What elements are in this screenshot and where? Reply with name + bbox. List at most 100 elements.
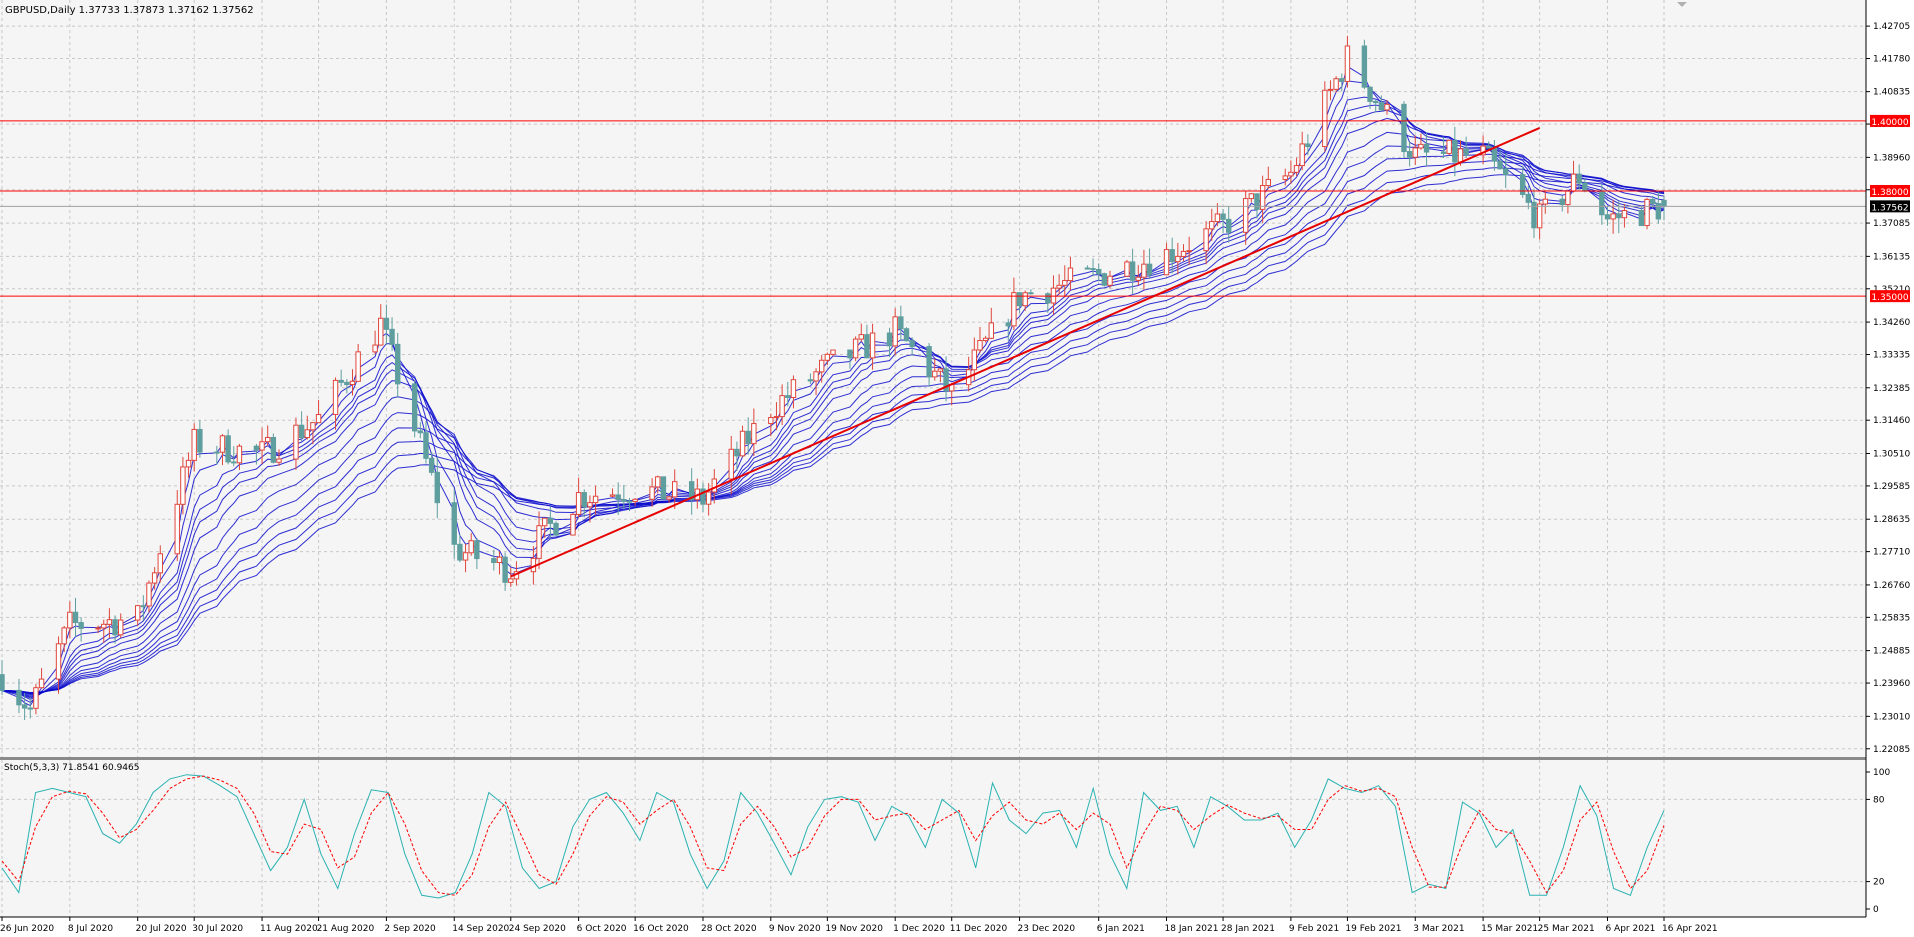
bull-candle[interactable] (310, 422, 316, 431)
bull-candle[interactable] (632, 498, 638, 503)
bull-candle[interactable] (1107, 275, 1113, 286)
bull-candle[interactable] (174, 503, 180, 555)
bull-candle[interactable] (180, 466, 186, 505)
bear-candle[interactable] (1463, 148, 1469, 156)
bull-candle[interactable] (315, 413, 322, 424)
bull-candle[interactable] (971, 349, 978, 371)
bear-candle[interactable] (1559, 198, 1565, 206)
bull-candle[interactable] (869, 332, 876, 359)
bear-candle[interactable] (27, 707, 33, 710)
bear-candle[interactable] (553, 522, 559, 536)
bear-candle[interactable] (395, 343, 401, 385)
bear-candle[interactable] (1220, 213, 1226, 220)
bull-candle[interactable] (55, 643, 62, 680)
bull-candle[interactable] (1621, 210, 1628, 219)
bear-candle[interactable] (112, 619, 118, 636)
bull-candle[interactable] (1288, 171, 1294, 177)
bull-candle[interactable] (101, 623, 107, 629)
bull-candle[interactable] (61, 627, 67, 645)
bull-candle[interactable] (1542, 198, 1548, 205)
bear-candle[interactable] (225, 435, 231, 463)
pane-separator[interactable] (0, 757, 1866, 760)
bull-candle[interactable] (609, 494, 616, 497)
bull-candle[interactable] (378, 317, 384, 346)
horizontal-levels[interactable] (0, 120, 1866, 297)
bull-candle[interactable] (332, 379, 339, 415)
bear-candle[interactable] (926, 346, 932, 378)
bull-candle[interactable] (349, 380, 356, 386)
bull-candle[interactable] (751, 423, 757, 445)
bear-candle[interactable] (1503, 168, 1509, 176)
bear-candle[interactable] (1486, 145, 1492, 149)
bear-candle[interactable] (423, 432, 429, 459)
bear-candle[interactable] (909, 340, 915, 348)
bear-candle[interactable] (785, 395, 791, 398)
bull-candle[interactable] (508, 578, 514, 583)
price-axis[interactable]: 1.427051.417801.408351.399101.389601.380… (1865, 0, 1910, 917)
bear-candle[interactable] (864, 334, 870, 359)
bear-candle[interactable] (78, 622, 84, 629)
bear-candle[interactable] (502, 556, 508, 583)
bull-candle[interactable] (462, 552, 469, 561)
bull-candle[interactable] (191, 428, 197, 461)
bear-candle[interactable] (1084, 267, 1091, 270)
bear-candle[interactable] (943, 368, 949, 392)
bull-candle[interactable] (1333, 78, 1339, 90)
bull-candle[interactable] (106, 619, 113, 625)
bear-candle[interactable] (547, 517, 554, 524)
bear-candle[interactable] (383, 317, 390, 330)
bull-candle[interactable] (649, 486, 655, 500)
bull-candle[interactable] (95, 627, 101, 630)
bear-candle[interactable] (1367, 86, 1373, 102)
bear-candle[interactable] (231, 461, 237, 464)
bull-candle[interactable] (711, 478, 717, 493)
bull-candle[interactable] (728, 448, 734, 480)
bull-candle[interactable] (575, 492, 582, 515)
bull-candle[interactable] (1175, 255, 1181, 263)
bear-candle[interactable] (16, 689, 22, 706)
bull-candle[interactable] (276, 458, 282, 463)
bull-candle[interactable] (813, 371, 819, 382)
bear-candle[interactable] (1339, 78, 1345, 82)
bear-candle[interactable] (1169, 249, 1175, 263)
bear-candle[interactable] (1101, 273, 1108, 286)
bull-candle[interactable] (824, 353, 831, 361)
bear-candle[interactable] (338, 379, 344, 383)
bull-candle[interactable] (468, 540, 474, 554)
bear-candle[interactable] (734, 448, 740, 457)
bull-candle[interactable] (1327, 88, 1334, 91)
bear-candle[interactable] (491, 558, 497, 564)
bull-candle[interactable] (1299, 143, 1305, 167)
bull-candle[interactable] (779, 395, 785, 418)
bear-candle[interactable] (434, 471, 440, 504)
bull-candle[interactable] (1344, 45, 1351, 82)
bull-candle[interactable] (146, 582, 152, 607)
bull-candle[interactable] (830, 349, 836, 355)
bull-candle[interactable] (38, 678, 45, 689)
bull-candle[interactable] (1242, 198, 1249, 233)
bull-candle[interactable] (1457, 148, 1464, 163)
bull-candle[interactable] (1214, 213, 1221, 223)
bear-candle[interactable] (1582, 182, 1588, 192)
bull-candle[interactable] (1203, 228, 1209, 252)
bull-candle[interactable] (259, 441, 265, 451)
bull-candle[interactable] (790, 379, 797, 398)
bull-candle[interactable] (1570, 173, 1577, 192)
bull-candle[interactable] (1610, 213, 1616, 220)
bull-candle[interactable] (666, 496, 672, 500)
bull-candle[interactable] (151, 572, 158, 584)
bull-candle[interactable] (655, 476, 661, 488)
bear-candle[interactable] (1519, 174, 1526, 195)
bull-candle[interactable] (1412, 147, 1418, 158)
bull-candle[interactable] (1265, 178, 1271, 187)
bear-candle[interactable] (344, 381, 350, 386)
bear-candle[interactable] (1045, 293, 1051, 304)
bear-candle[interactable] (626, 500, 633, 503)
bull-candle[interactable] (1141, 263, 1147, 278)
bull-candle[interactable] (1067, 267, 1074, 282)
bear-candle[interactable] (688, 481, 695, 501)
candlestick-series[interactable] (0, 35, 1667, 720)
bear-candle[interactable] (700, 488, 706, 505)
bull-candle[interactable] (355, 351, 361, 382)
